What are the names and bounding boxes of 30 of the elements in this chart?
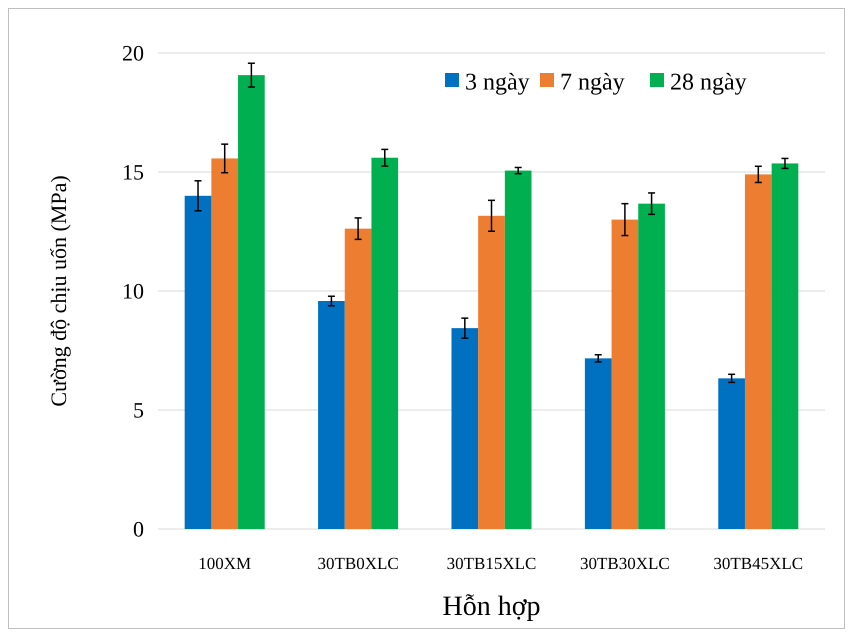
bar	[772, 163, 798, 529]
bar	[612, 220, 638, 529]
x-tick-label: 30TB15XLC	[446, 554, 536, 573]
x-tick-label: 100XM	[198, 554, 252, 573]
y-tick-label: 15	[122, 160, 144, 185]
bar	[371, 158, 398, 529]
bar	[318, 300, 345, 529]
bar	[238, 75, 265, 529]
bar	[744, 174, 772, 529]
legend-label: 28 ngày	[670, 69, 747, 96]
bar	[504, 170, 532, 529]
y-tick-label: 0	[133, 516, 144, 542]
x-tick-label: 30TB0XLC	[317, 554, 399, 573]
bar	[584, 358, 612, 529]
y-axis-title: Cường độ chịu uốn (MPa)	[46, 175, 71, 407]
bar	[184, 196, 212, 529]
bar	[451, 328, 478, 529]
bar	[478, 216, 505, 529]
legend-label: 3 ngày	[465, 69, 530, 96]
bar	[344, 228, 372, 529]
bar	[718, 378, 745, 529]
x-tick-label: 30TB30XLC	[580, 554, 670, 573]
y-tick-label: 10	[122, 278, 144, 304]
x-axis-title: Hỗn hợp	[442, 591, 541, 622]
bar	[638, 204, 665, 529]
y-tick-label: 20	[122, 40, 144, 66]
x-tick-label: 30TB45XLC	[713, 554, 804, 573]
y-tick-label: 5	[133, 398, 144, 423]
legend-label: 7 ngày	[560, 69, 625, 96]
bar	[211, 158, 238, 529]
